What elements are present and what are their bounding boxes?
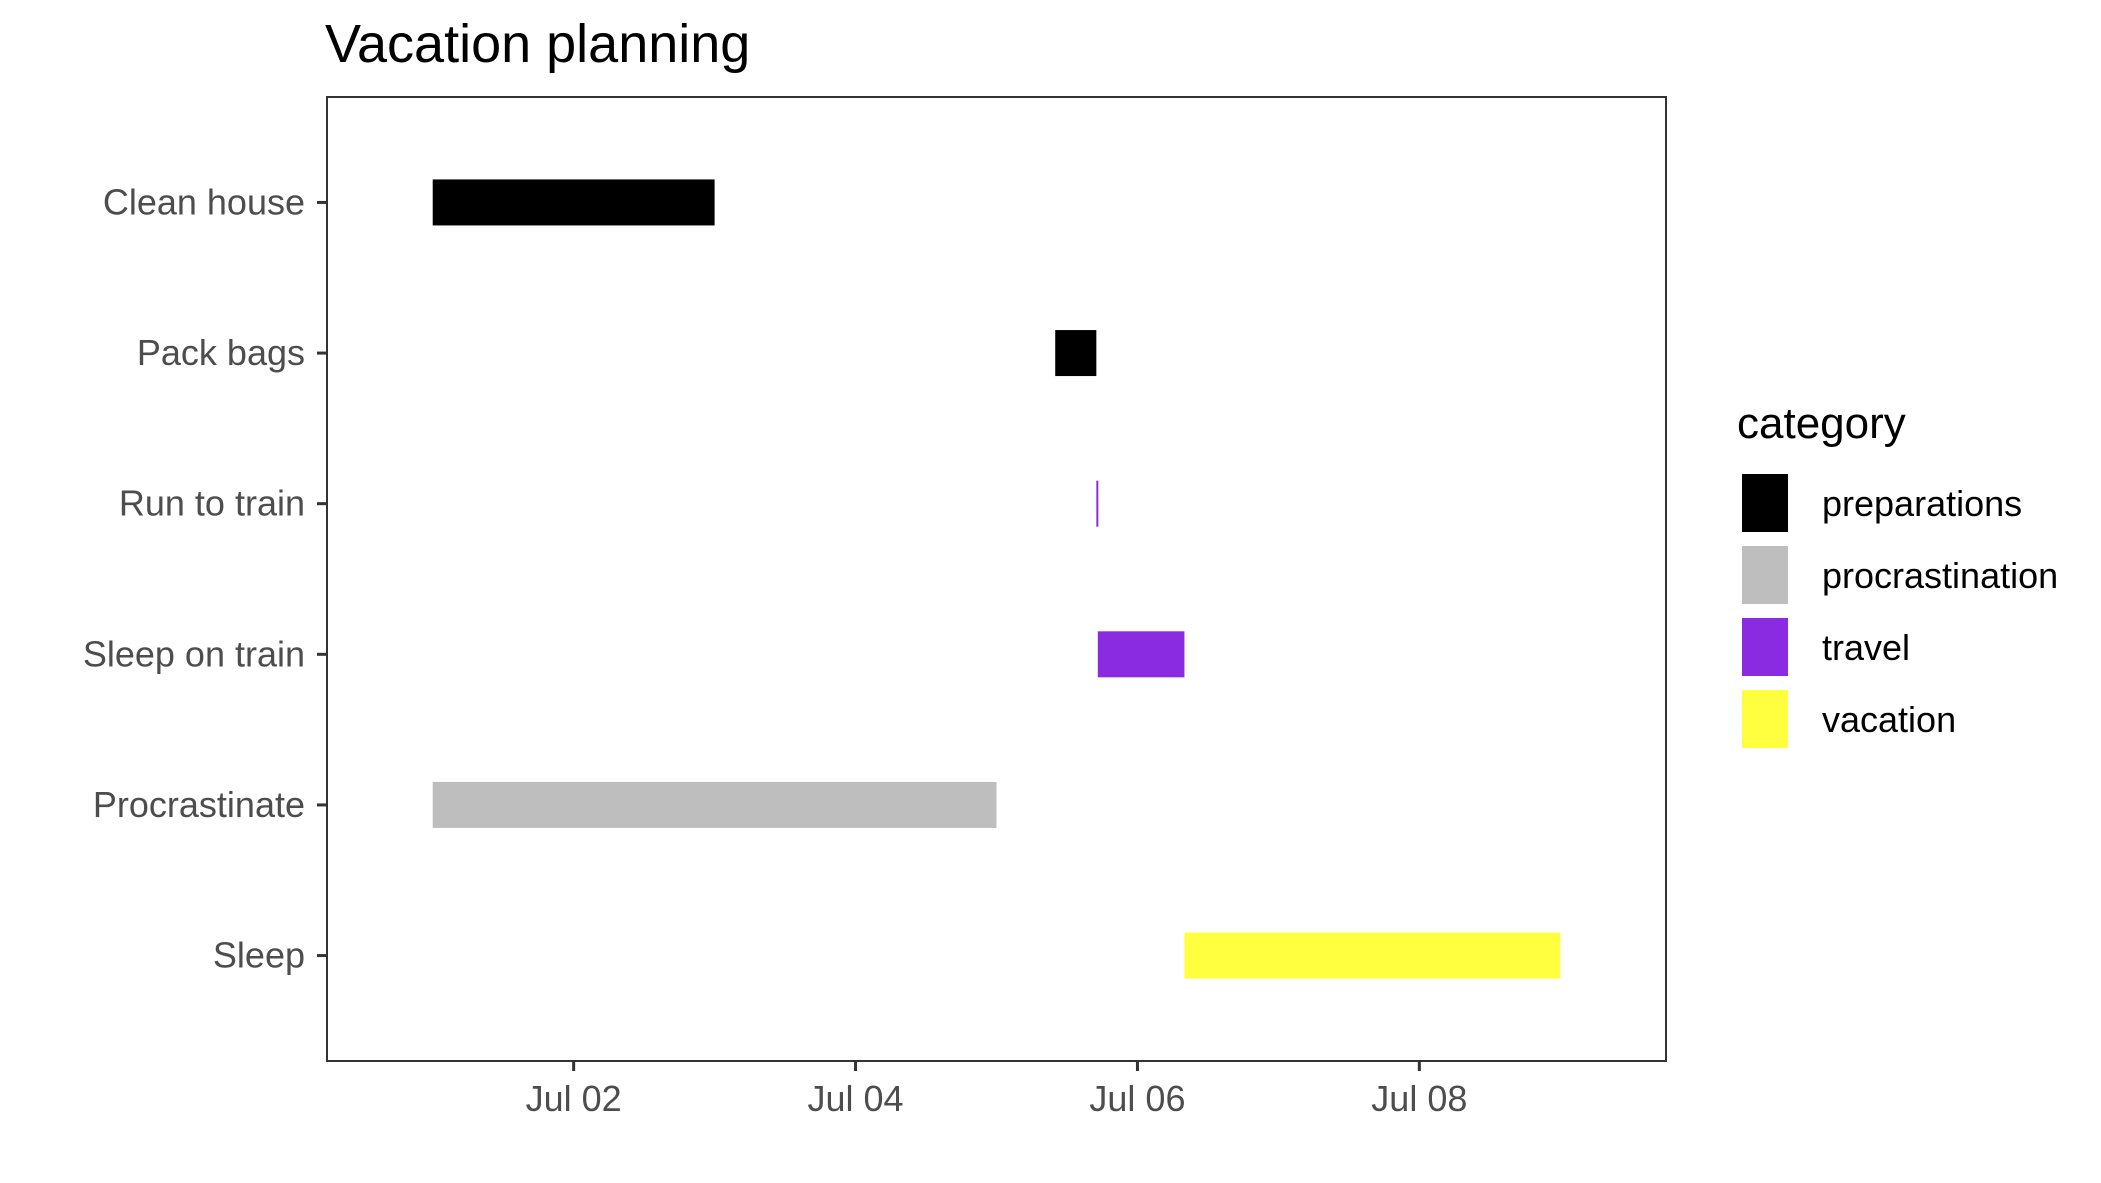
- task-bar: [1097, 631, 1185, 678]
- legend-label: preparations: [1822, 483, 2022, 524]
- task-bar: [432, 179, 715, 226]
- task-bar: [1184, 932, 1561, 979]
- legend-swatch: [1742, 618, 1788, 676]
- task-bar: [1096, 480, 1099, 527]
- y-tick-label: Run to train: [119, 483, 305, 524]
- x-tick-label: Jul 06: [1089, 1078, 1185, 1119]
- y-tick-label: Sleep on train: [83, 633, 305, 674]
- task-bar: [432, 781, 997, 828]
- x-tick-label: Jul 02: [526, 1078, 622, 1119]
- legend-swatch: [1742, 690, 1788, 748]
- x-axis: Jul 02 Jul 04 Jul 06 Jul 08: [526, 1061, 1467, 1119]
- x-tick-label: Jul 04: [808, 1078, 904, 1119]
- x-tick-label: Jul 08: [1371, 1078, 1467, 1119]
- legend-title: category: [1737, 399, 1906, 448]
- y-tick-label: Procrastinate: [93, 784, 305, 825]
- legend-label: vacation: [1822, 699, 1956, 740]
- y-tick-label: Sleep: [213, 935, 305, 976]
- legend-label: travel: [1822, 627, 1910, 668]
- legend-swatch: [1742, 474, 1788, 532]
- legend-swatch: [1742, 546, 1788, 604]
- chart-title: Vacation planning: [325, 14, 750, 74]
- y-tick-label: Clean house: [103, 181, 305, 222]
- legend: category preparations procrastination trav…: [1737, 399, 2058, 748]
- task-bar: [1055, 330, 1097, 377]
- y-axis: Clean house Pack bags Run to train Sleep on…: [83, 181, 327, 976]
- y-tick-label: Pack bags: [137, 332, 305, 373]
- bars-layer: [432, 179, 1561, 979]
- legend-label: procrastination: [1822, 555, 2058, 596]
- plot-panel: [326, 96, 1667, 1062]
- legend-items: preparations procrastination travel vacatio…: [1742, 474, 2058, 748]
